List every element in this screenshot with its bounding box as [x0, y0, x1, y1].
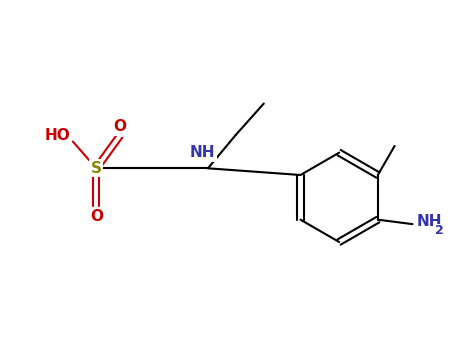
- Text: HO: HO: [44, 128, 70, 143]
- Text: S: S: [91, 161, 102, 176]
- Text: NH: NH: [190, 145, 215, 160]
- Text: O: O: [90, 209, 103, 224]
- Text: O: O: [113, 119, 126, 134]
- Text: 2: 2: [435, 224, 444, 237]
- Text: NH: NH: [417, 215, 442, 229]
